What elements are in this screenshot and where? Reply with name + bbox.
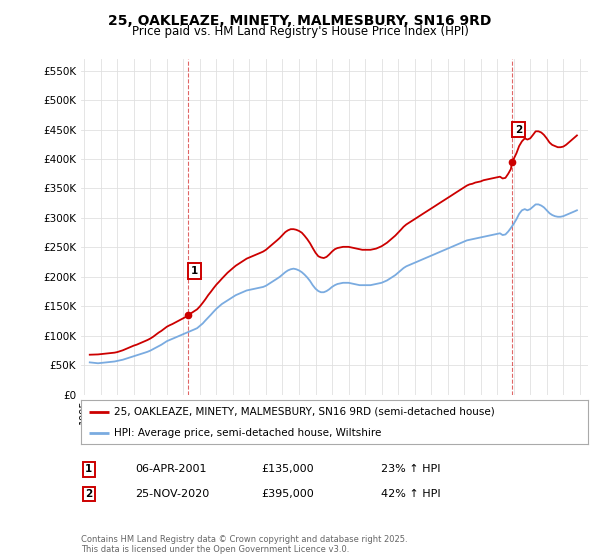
- Text: 42% ↑ HPI: 42% ↑ HPI: [381, 489, 440, 499]
- Text: 1: 1: [85, 464, 92, 474]
- Text: Price paid vs. HM Land Registry's House Price Index (HPI): Price paid vs. HM Land Registry's House …: [131, 25, 469, 38]
- Text: 2: 2: [515, 124, 522, 134]
- Text: £395,000: £395,000: [261, 489, 314, 499]
- Text: 06-APR-2001: 06-APR-2001: [135, 464, 206, 474]
- Text: 23% ↑ HPI: 23% ↑ HPI: [381, 464, 440, 474]
- Text: 25, OAKLEAZE, MINETY, MALMESBURY, SN16 9RD: 25, OAKLEAZE, MINETY, MALMESBURY, SN16 9…: [109, 14, 491, 28]
- Text: 25, OAKLEAZE, MINETY, MALMESBURY, SN16 9RD (semi-detached house): 25, OAKLEAZE, MINETY, MALMESBURY, SN16 9…: [114, 407, 495, 417]
- Text: 1: 1: [191, 266, 198, 276]
- Text: Contains HM Land Registry data © Crown copyright and database right 2025.
This d: Contains HM Land Registry data © Crown c…: [81, 535, 407, 554]
- Text: £135,000: £135,000: [261, 464, 314, 474]
- Text: HPI: Average price, semi-detached house, Wiltshire: HPI: Average price, semi-detached house,…: [114, 428, 382, 438]
- Text: 2: 2: [85, 489, 92, 499]
- Text: 25-NOV-2020: 25-NOV-2020: [135, 489, 209, 499]
